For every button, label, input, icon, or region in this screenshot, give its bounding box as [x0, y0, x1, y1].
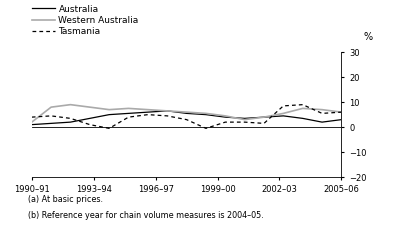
Western Australia	[126, 107, 131, 110]
Text: %: %	[363, 32, 372, 42]
Western Australia	[262, 116, 266, 118]
Australia	[320, 121, 324, 123]
Australia	[204, 113, 208, 116]
Tasmania	[204, 127, 208, 130]
Western Australia	[146, 108, 150, 111]
Western Australia	[49, 106, 54, 109]
Australia	[223, 116, 228, 118]
Tasmania	[262, 122, 266, 125]
Western Australia	[165, 109, 170, 112]
Text: (b) Reference year for chain volume measures is 2004–05.: (b) Reference year for chain volume meas…	[28, 211, 264, 220]
Line: Tasmania: Tasmania	[32, 105, 341, 128]
Tasmania	[146, 113, 150, 116]
Tasmania	[339, 111, 344, 114]
Tasmania	[107, 127, 112, 130]
Tasmania	[320, 112, 324, 115]
Western Australia	[301, 107, 305, 110]
Australia	[262, 116, 266, 118]
Western Australia	[320, 108, 324, 111]
Australia	[242, 117, 247, 120]
Australia	[281, 114, 286, 117]
Tasmania	[223, 121, 228, 123]
Western Australia	[339, 111, 344, 114]
Tasmania	[68, 117, 73, 120]
Western Australia	[87, 106, 92, 109]
Australia	[29, 123, 34, 126]
Tasmania	[301, 103, 305, 106]
Tasmania	[281, 104, 286, 107]
Western Australia	[68, 103, 73, 106]
Western Australia	[204, 112, 208, 115]
Tasmania	[49, 114, 54, 117]
Tasmania	[87, 123, 92, 126]
Tasmania	[126, 116, 131, 118]
Australia	[126, 112, 131, 115]
Tasmania	[165, 114, 170, 117]
Western Australia	[29, 121, 34, 123]
Australia	[68, 121, 73, 123]
Western Australia	[184, 111, 189, 114]
Australia	[184, 112, 189, 115]
Western Australia	[107, 108, 112, 111]
Western Australia	[223, 114, 228, 117]
Australia	[107, 113, 112, 116]
Line: Australia: Australia	[32, 111, 341, 125]
Legend: Australia, Western Australia, Tasmania: Australia, Western Australia, Tasmania	[32, 5, 139, 36]
Tasmania	[184, 118, 189, 121]
Australia	[87, 117, 92, 120]
Australia	[49, 122, 54, 125]
Australia	[165, 109, 170, 112]
Australia	[301, 117, 305, 120]
Western Australia	[281, 112, 286, 115]
Western Australia	[242, 118, 247, 121]
Tasmania	[29, 116, 34, 118]
Australia	[339, 118, 344, 121]
Text: (a) At basic prices.: (a) At basic prices.	[28, 195, 103, 204]
Line: Western Australia: Western Australia	[32, 105, 341, 122]
Tasmania	[242, 121, 247, 123]
Australia	[146, 111, 150, 114]
